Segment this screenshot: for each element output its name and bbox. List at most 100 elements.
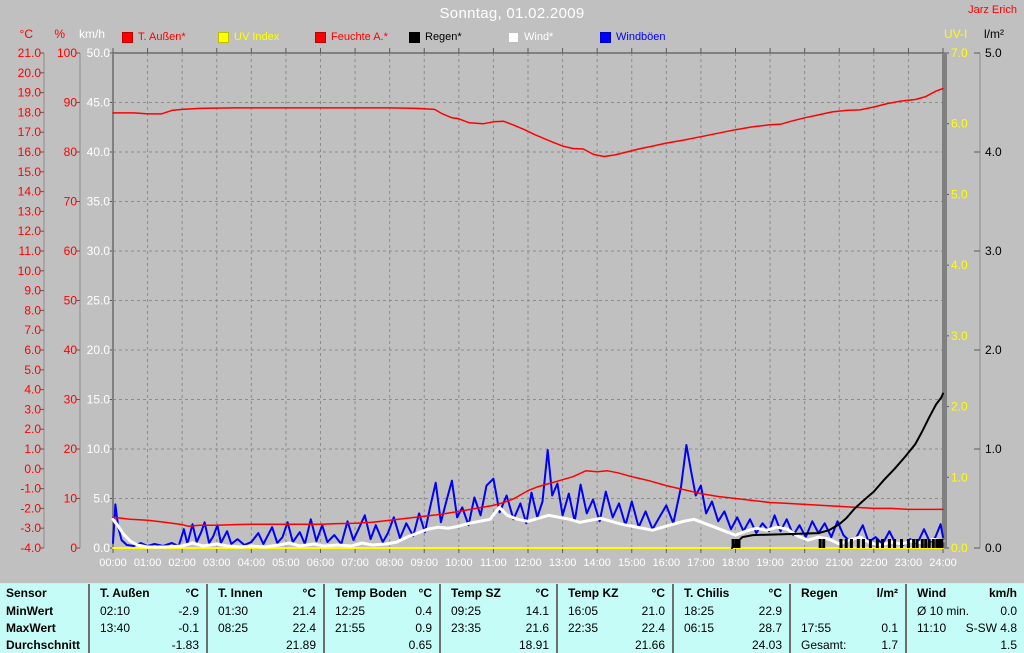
svg-text:05:00: 05:00	[272, 557, 300, 569]
axis-x: 0 10 20 30 40 50 60 70 80 90 100%	[54, 27, 81, 555]
sensor-unit: °C	[302, 586, 316, 600]
table-cell-t-au-en-min: 02:10 -2.9	[88, 602, 206, 619]
table-cell-t-au-en-avg: -1.83	[88, 636, 206, 653]
svg-text:21.0: 21.0	[18, 46, 42, 60]
axis-uv-i: 0.0 1.0 2.0 3.0 4.0 5.0 6.0 7.0 UV-I	[944, 27, 968, 555]
plot-frame-right	[942, 53, 947, 548]
table-cell-t-au-en-max: 13:40 -0.1	[88, 619, 206, 636]
svg-text:6.0: 6.0	[951, 117, 968, 131]
svg-text:-2.0: -2.0	[20, 501, 41, 515]
table-cell-regen-avg: Gesamt: 1.7	[789, 636, 905, 653]
table-row-label: MaxWert	[6, 620, 56, 635]
table-cell-t-innen-avg: 21.89	[206, 636, 323, 653]
svg-text:0.0: 0.0	[985, 541, 1002, 555]
sensor-name: Regen	[801, 586, 838, 600]
cell-time: 17:55	[801, 620, 832, 635]
legend-item-windb-en: Windböen	[600, 31, 666, 43]
sensor-name: T. Außen	[100, 586, 150, 600]
cell-value: 21.89	[285, 638, 316, 652]
svg-text:-1.0: -1.0	[20, 482, 41, 496]
table-cell-t-chilis-max: 06:15 28.7	[672, 619, 789, 636]
sensor-unit: °C	[651, 586, 665, 600]
svg-text:8.0: 8.0	[24, 303, 41, 317]
svg-text:10.0: 10.0	[18, 264, 42, 278]
svg-text:100: 100	[57, 46, 77, 60]
svg-text:15:00: 15:00	[618, 557, 646, 569]
x-axis: 00:00 01:00 02:00 03:00 04:00 05:00 06:00 07:00…	[99, 48, 957, 569]
svg-text:10:00: 10:00	[445, 557, 473, 569]
svg-text:13:00: 13:00	[549, 557, 577, 569]
svg-text:15.0: 15.0	[18, 165, 42, 179]
svg-text:16.0: 16.0	[18, 145, 42, 159]
legend-swatch-icon	[315, 31, 326, 43]
svg-text:40: 40	[64, 343, 78, 357]
axis-unit-label: l/m²	[984, 27, 1004, 41]
sensor-name: T. Chilis	[684, 586, 730, 600]
cell-time: Gesamt:	[801, 638, 847, 652]
table-cell-temp-kz-avg: 21.66	[556, 636, 672, 653]
svg-text:4.0: 4.0	[951, 258, 968, 272]
svg-text:20.0: 20.0	[18, 66, 42, 80]
legend-item-uv-index: UV Index	[218, 31, 279, 43]
sensor-name: Temp SZ	[451, 586, 501, 600]
table-col-header-temp-boden: Temp Boden °C	[323, 584, 439, 602]
svg-text:5.0: 5.0	[93, 492, 110, 506]
table-cell-t-innen-max: 08:25 22.4	[206, 619, 323, 636]
svg-text:15.0: 15.0	[87, 393, 111, 407]
table-col-header-wind: Wind km/h	[905, 584, 1024, 602]
legend-swatch-icon	[600, 31, 611, 43]
cell-value: 21.4	[292, 603, 316, 618]
table-cell-temp-kz-max: 22:35 22.4	[556, 619, 672, 636]
cell-value: 21.6	[525, 620, 549, 635]
cell-time: 18:25	[684, 603, 715, 618]
svg-text:7.0: 7.0	[951, 46, 968, 60]
svg-text:50: 50	[64, 294, 78, 308]
cell-value: 0.4	[415, 603, 432, 618]
table-col-header-t-chilis: T. Chilis °C	[672, 584, 789, 602]
svg-text:-4.0: -4.0	[20, 541, 41, 555]
svg-text:1.0: 1.0	[951, 470, 968, 484]
svg-text:4.0: 4.0	[985, 145, 1002, 159]
sensor-unit: km/h	[988, 586, 1017, 600]
axis-km-h: 0.0 5.0 10.0 15.0 20.0 25.0 30.0 35.0 40.0 45.0 50…	[79, 27, 113, 555]
svg-text:70: 70	[64, 195, 78, 209]
cell-value: 21.0	[641, 603, 665, 618]
legend-label: Feuchte A.*	[331, 31, 388, 43]
svg-text:17:00: 17:00	[687, 557, 715, 569]
cell-time: 21:55	[335, 620, 366, 635]
table-col-header-t-au-en: T. Außen °C	[88, 584, 206, 602]
cell-value: 1.7	[881, 638, 898, 652]
cell-time: 01:30	[218, 603, 249, 618]
table-cell-temp-sz-avg: 18.91	[439, 636, 556, 653]
legend-swatch-icon	[508, 31, 519, 43]
svg-text:08:00: 08:00	[376, 557, 404, 569]
series-wind	[111, 505, 945, 549]
sensor-unit: °C	[185, 586, 199, 600]
svg-text:2.0: 2.0	[985, 343, 1002, 357]
svg-text:30: 30	[64, 393, 78, 407]
cell-time: 16:05	[568, 603, 599, 618]
svg-text:20:00: 20:00	[791, 557, 819, 569]
svg-text:07:00: 07:00	[341, 557, 369, 569]
legend-swatch-icon	[409, 31, 420, 43]
legend-item-wind: Wind*	[508, 31, 553, 43]
cell-value: 0.0	[1000, 603, 1017, 618]
svg-text:14:00: 14:00	[583, 557, 611, 569]
svg-text:2.0: 2.0	[24, 422, 41, 436]
weather-chart: -4.0 -3.0 -2.0 -1.0 0.0 1.0 2.0 3.0 4.0 5.0 6.0 7.0…	[18, 27, 1004, 569]
legend-swatch-icon	[218, 31, 229, 43]
table-cell-temp-boden-min: 12:25 0.4	[323, 602, 439, 619]
table-cell-temp-sz-min: 09:25 14.1	[439, 602, 556, 619]
svg-text:18:00: 18:00	[722, 557, 750, 569]
cell-value: S-SW 4.8	[965, 620, 1017, 635]
summary-table: Sensor T. Außen °C T. Innen °C Temp Boden °C Te…	[0, 583, 1024, 653]
cell-value: 0.9	[415, 620, 432, 635]
table-row-label: Durchschnitt	[6, 638, 81, 652]
table-cell-regen-min	[789, 602, 905, 619]
table-cell-wind-max: 11:10 S-SW 4.8	[905, 619, 1024, 636]
svg-text:22:00: 22:00	[860, 557, 888, 569]
svg-text:19:00: 19:00	[756, 557, 784, 569]
svg-text:11:00: 11:00	[480, 557, 507, 569]
svg-text:90: 90	[64, 96, 78, 110]
svg-text:19.0: 19.0	[18, 86, 42, 100]
